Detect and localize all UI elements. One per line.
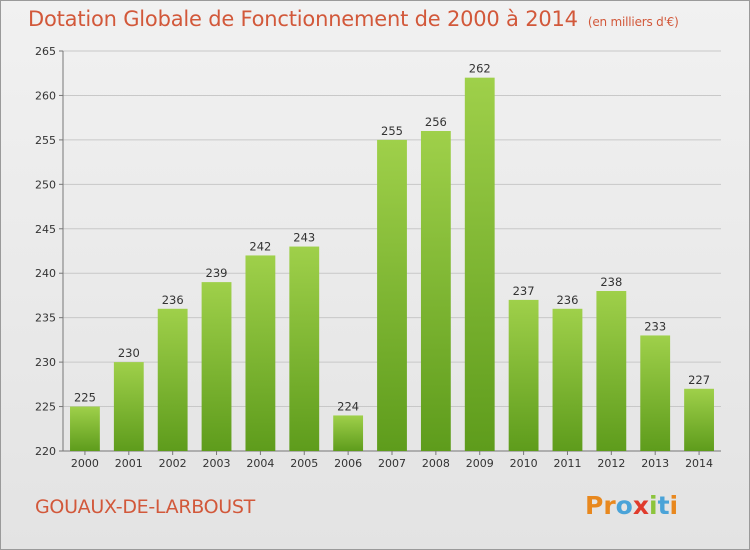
bar-2004 bbox=[245, 255, 276, 451]
value-label-2007: 255 bbox=[381, 124, 403, 138]
bar-layer bbox=[70, 77, 714, 452]
proxiti-logo: Proxiti bbox=[585, 491, 678, 520]
bar-2002 bbox=[157, 308, 188, 451]
value-label-2006: 224 bbox=[337, 399, 359, 413]
y-tick-label: 220 bbox=[35, 445, 56, 458]
y-tick-label: 255 bbox=[35, 134, 56, 147]
value-label-2002: 236 bbox=[162, 293, 184, 307]
bar-2011 bbox=[552, 308, 583, 451]
value-label-2003: 239 bbox=[206, 266, 228, 280]
value-label-2014: 227 bbox=[688, 373, 710, 387]
x-tick-label-2005: 2005 bbox=[290, 457, 318, 470]
x-tick-label-2010: 2010 bbox=[510, 457, 538, 470]
x-tick-label-2000: 2000 bbox=[71, 457, 99, 470]
y-tick-label: 225 bbox=[35, 401, 56, 414]
bar-2009 bbox=[464, 77, 495, 452]
bar-2005 bbox=[289, 246, 320, 451]
bar-2001 bbox=[113, 362, 144, 451]
label-layer: 220 225 230 235 240 245 250 255 260 265 225 2000 230… bbox=[35, 45, 713, 470]
logo-letter: r bbox=[603, 491, 616, 520]
x-tick-label-2006: 2006 bbox=[334, 457, 362, 470]
x-tick-label-2002: 2002 bbox=[159, 457, 187, 470]
x-tick-label-2003: 2003 bbox=[203, 457, 231, 470]
bar-2006 bbox=[333, 415, 364, 451]
value-label-2013: 233 bbox=[644, 319, 666, 333]
logo-letter: i bbox=[669, 491, 679, 520]
bar-2003 bbox=[201, 282, 232, 451]
value-label-2005: 243 bbox=[293, 231, 315, 245]
y-tick-label: 250 bbox=[35, 178, 56, 191]
value-label-2004: 242 bbox=[249, 239, 271, 253]
x-tick-label-2014: 2014 bbox=[685, 457, 713, 470]
value-label-2000: 225 bbox=[74, 391, 96, 405]
x-tick-label-2001: 2001 bbox=[115, 457, 143, 470]
logo-letter: t bbox=[657, 491, 670, 520]
chart-title-block: Dotation Globale de Fonctionnement de 20… bbox=[28, 7, 679, 31]
logo-letter: o bbox=[615, 491, 633, 520]
x-tick-label-2004: 2004 bbox=[246, 457, 274, 470]
value-label-2012: 238 bbox=[600, 275, 622, 289]
y-tick-label: 240 bbox=[35, 267, 56, 280]
bar-2012 bbox=[596, 291, 627, 451]
value-label-2001: 230 bbox=[118, 346, 140, 360]
x-tick-label-2008: 2008 bbox=[422, 457, 450, 470]
commune-name: GOUAUX-DE-LARBOUST bbox=[35, 496, 255, 518]
x-tick-label-2013: 2013 bbox=[641, 457, 669, 470]
chart-title: Dotation Globale de Fonctionnement de 20… bbox=[28, 7, 578, 31]
bar-2013 bbox=[640, 335, 671, 451]
bar-2008 bbox=[420, 131, 451, 451]
x-tick-label-2007: 2007 bbox=[378, 457, 406, 470]
logo-letter: i bbox=[649, 491, 658, 520]
x-tick-label-2009: 2009 bbox=[466, 457, 494, 470]
value-label-2008: 256 bbox=[425, 115, 447, 129]
x-tick-label-2011: 2011 bbox=[553, 457, 581, 470]
logo-letter: P bbox=[585, 491, 604, 520]
value-label-2011: 236 bbox=[556, 293, 578, 307]
logo-letter: x bbox=[632, 491, 649, 520]
x-tick-label-2012: 2012 bbox=[597, 457, 625, 470]
value-label-2010: 237 bbox=[513, 284, 535, 298]
bar-2007 bbox=[377, 139, 407, 451]
y-tick-label: 230 bbox=[35, 356, 56, 369]
chart-subtitle: (en milliers d'€) bbox=[587, 15, 679, 29]
y-tick-label: 260 bbox=[35, 89, 56, 102]
y-tick-label: 235 bbox=[35, 312, 56, 325]
bar-2014 bbox=[684, 388, 714, 451]
bar-2010 bbox=[508, 299, 539, 451]
y-tick-label: 245 bbox=[35, 223, 56, 236]
value-label-2009: 262 bbox=[469, 62, 491, 76]
y-tick-label: 265 bbox=[35, 45, 56, 58]
bar-2000 bbox=[70, 406, 100, 451]
